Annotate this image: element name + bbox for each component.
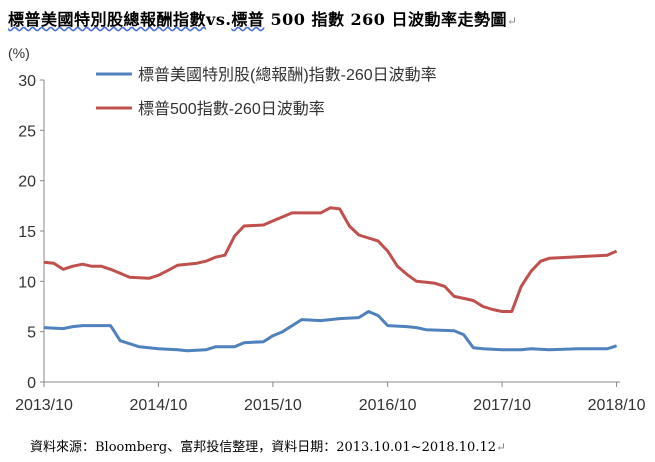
volatility-line-chart: 0 5 10 15 20 25 30 (%) 2013/10 2014/10 2015/10 2016… bbox=[8, 45, 646, 414]
paragraph-mark-icon: ↵ bbox=[507, 14, 518, 28]
x-tick-label: 2016/10 bbox=[359, 397, 417, 414]
paragraph-mark-icon: ↵ bbox=[496, 440, 507, 454]
y-tick-label: 25 bbox=[18, 123, 36, 140]
source-text: 資料來源：Bloomberg、富邦投信整理，資料日期：2013.10.01~20… bbox=[30, 440, 497, 455]
y-tick-label: 15 bbox=[18, 224, 36, 241]
title-part-b: vs. bbox=[206, 10, 232, 29]
x-tick-label: 2015/10 bbox=[244, 397, 302, 414]
title-part-d: 500 指數 260 日波動率走勢圖 bbox=[270, 10, 507, 29]
y-axis-label: (%) bbox=[8, 45, 30, 61]
chart-title: 標普美國特別股總報酬指數vs.標普 500 指數 260 日波動率走勢圖↵ bbox=[8, 6, 518, 30]
title-part-a: 標普美國特別股總報酬指數 bbox=[8, 10, 207, 29]
x-tick-label: 2017/10 bbox=[473, 397, 531, 414]
source-note: 資料來源：Bloomberg、富邦投信整理，資料日期：2013.10.01~20… bbox=[30, 436, 506, 455]
chart-axes: 0 5 10 15 20 25 30 (%) 2013/10 2014/10 2015/10 2016… bbox=[8, 45, 646, 414]
x-tick-label: 2018/10 bbox=[588, 397, 646, 414]
legend-label-2: 標普500指數-260日波動率 bbox=[138, 100, 325, 118]
series-line-2 bbox=[43, 206, 618, 313]
y-tick-label: 5 bbox=[27, 325, 36, 342]
y-tick-label: 0 bbox=[27, 375, 36, 392]
y-tick-label: 30 bbox=[18, 73, 36, 90]
x-tick-label: 2014/10 bbox=[130, 397, 188, 414]
series-line-1 bbox=[43, 310, 618, 353]
y-tick-label: 20 bbox=[18, 174, 36, 191]
x-tick-label: 2013/10 bbox=[15, 397, 73, 414]
y-tick-label: 10 bbox=[18, 274, 36, 291]
title-part-c: 標普 bbox=[231, 10, 265, 29]
legend-label-1: 標普美國特別股(總報酬)指數-260日波動率 bbox=[138, 66, 437, 84]
chart-lines bbox=[43, 206, 618, 353]
